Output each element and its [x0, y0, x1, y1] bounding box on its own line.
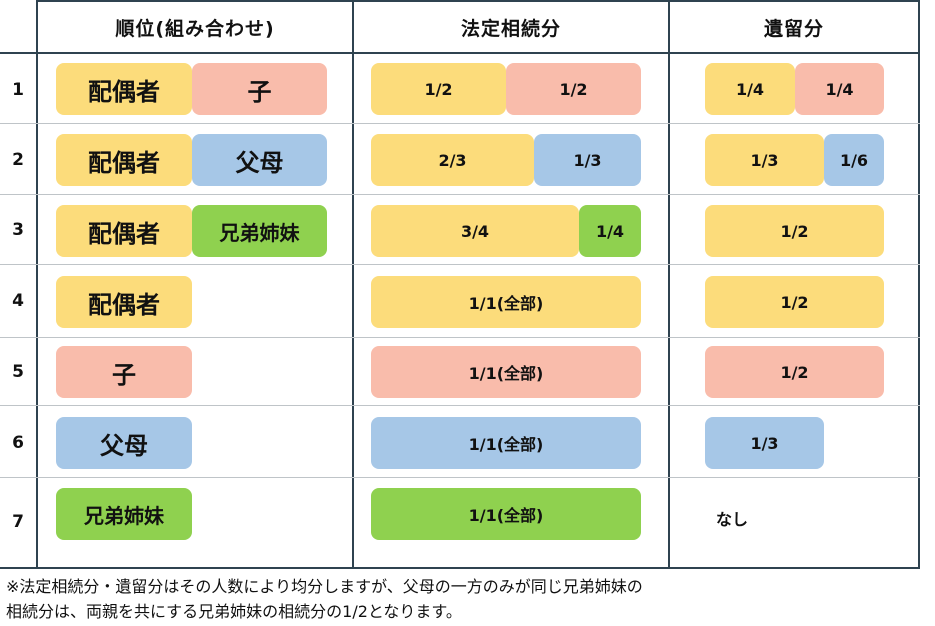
row-number: 2: [12, 150, 24, 170]
heir-parents: 父母: [192, 134, 327, 186]
row-divider: [0, 405, 920, 406]
legal-share-spouse: 1/2: [371, 63, 506, 115]
legal-share-parents: 1/3: [534, 134, 641, 186]
table-border-right: [918, 0, 920, 568]
reserved-share-none: なし: [716, 510, 749, 529]
table-border-left: [36, 0, 38, 568]
heir-siblings: 兄弟姉妹: [56, 488, 192, 540]
row-number: 3: [12, 220, 24, 240]
row-number: 1: [12, 80, 24, 100]
column-divider-legal: [352, 0, 354, 568]
legal-share-child: 1/1(全部): [371, 346, 641, 398]
reserved-share-spouse: 1/2: [705, 205, 884, 257]
footnote-line-1: ※法定相続分・遺留分はその人数により均分しますが、父母の一方のみが同じ兄弟姉妹の: [6, 577, 643, 596]
heir-spouse: 配偶者: [56, 276, 192, 328]
reserved-share-child: 1/2: [705, 346, 884, 398]
heir-spouse: 配偶者: [56, 63, 192, 115]
heir-siblings: 兄弟姉妹: [192, 205, 327, 257]
table-border-bottom: [0, 567, 920, 569]
legal-share-spouse: 1/1(全部): [371, 276, 641, 328]
heir-parents: 父母: [56, 417, 192, 469]
legal-share-siblings: 1/4: [579, 205, 641, 257]
row-number: 6: [12, 433, 24, 453]
header-legal-share: 法定相続分: [460, 17, 561, 40]
row-divider: [0, 477, 920, 478]
legal-share-spouse: 3/4: [371, 205, 579, 257]
reserved-share-child: 1/4: [795, 63, 884, 115]
row-divider: [0, 264, 920, 265]
reserved-share-parents: 1/3: [705, 417, 824, 469]
row-number: 4: [12, 291, 24, 311]
row-divider: [0, 123, 920, 124]
header-divider: [0, 52, 920, 54]
legal-share-child: 1/2: [506, 63, 641, 115]
row-number: 7: [12, 512, 24, 532]
reserved-share-parents: 1/6: [824, 134, 884, 186]
heir-child: 子: [56, 346, 192, 398]
row-divider: [0, 337, 920, 338]
legal-share-parents: 1/1(全部): [371, 417, 641, 469]
row-divider: [0, 194, 920, 195]
heir-spouse: 配偶者: [56, 205, 192, 257]
footnote-line-2: 相続分は、両親を共にする兄弟姉妹の相続分の1/2となります。: [6, 602, 462, 621]
legal-share-siblings: 1/1(全部): [371, 488, 641, 540]
footnote: ※法定相続分・遺留分はその人数により均分しますが、父母の一方のみが同じ兄弟姉妹の…: [6, 574, 643, 624]
legal-share-spouse: 2/3: [371, 134, 534, 186]
header-reserved-share: 遺留分: [763, 17, 824, 40]
table-border-top: [36, 0, 920, 2]
reserved-share-spouse: 1/2: [705, 276, 884, 328]
row-number: 5: [12, 362, 24, 382]
column-divider-reserved: [668, 0, 670, 568]
reserved-share-spouse: 1/3: [705, 134, 824, 186]
heir-child: 子: [192, 63, 327, 115]
heir-spouse: 配偶者: [56, 134, 192, 186]
header-rank: 順位(組み合わせ): [115, 17, 275, 40]
reserved-share-spouse: 1/4: [705, 63, 795, 115]
